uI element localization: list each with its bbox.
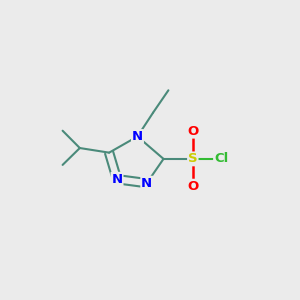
Text: O: O xyxy=(187,125,198,138)
Text: N: N xyxy=(132,130,143,143)
Text: O: O xyxy=(187,180,198,193)
Text: N: N xyxy=(112,173,123,186)
Text: N: N xyxy=(141,177,152,190)
Text: Cl: Cl xyxy=(214,152,228,165)
Text: S: S xyxy=(188,152,198,165)
